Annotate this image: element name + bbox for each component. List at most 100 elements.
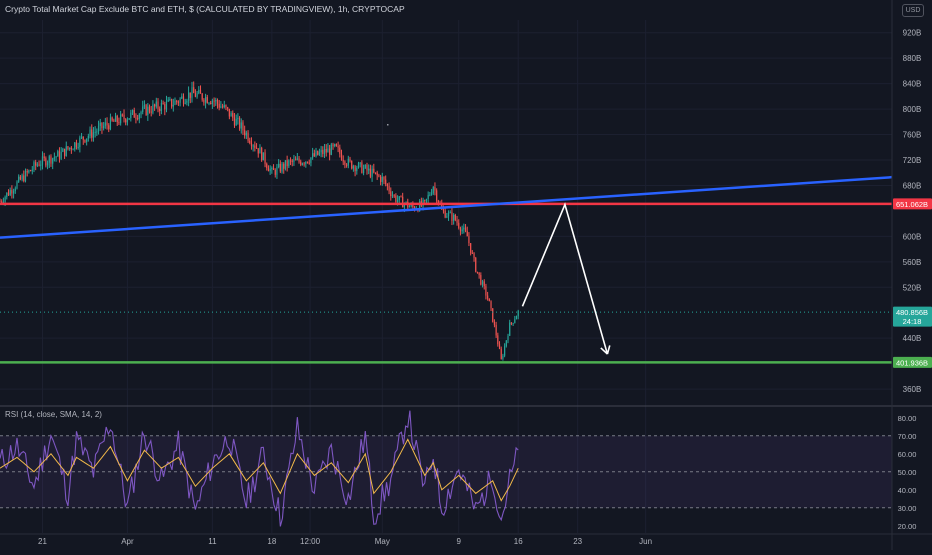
candle-body bbox=[148, 106, 151, 112]
candle-body bbox=[480, 275, 482, 285]
drawing-lines bbox=[0, 124, 893, 364]
candle-body bbox=[373, 168, 375, 173]
candle-body bbox=[362, 168, 365, 173]
candle-body bbox=[2, 202, 4, 204]
candle-body bbox=[478, 272, 480, 276]
candle-body bbox=[35, 162, 37, 166]
candle-body bbox=[325, 149, 327, 153]
candle-body bbox=[288, 160, 290, 167]
candle-body bbox=[259, 147, 261, 154]
candle-body bbox=[53, 157, 55, 159]
rsi-tick-label: 60.00 bbox=[898, 450, 917, 459]
time-tick-label: Apr bbox=[121, 537, 134, 546]
candle-body bbox=[500, 348, 502, 359]
candle-body bbox=[113, 120, 115, 122]
candle-body bbox=[368, 168, 370, 171]
candle-body bbox=[436, 190, 438, 201]
price-tick-label: 680B bbox=[903, 181, 922, 190]
candle-body bbox=[135, 117, 137, 119]
candle-body bbox=[383, 176, 385, 180]
candle-body bbox=[301, 163, 304, 165]
price-badge-label: 480.856B bbox=[896, 308, 928, 317]
candle-body bbox=[186, 100, 188, 103]
candle-body bbox=[502, 355, 504, 359]
candle-body bbox=[515, 316, 518, 320]
candle-body bbox=[65, 146, 67, 156]
time-tick-label: 16 bbox=[514, 537, 523, 546]
candle-body bbox=[169, 98, 171, 100]
candle-body bbox=[459, 227, 462, 232]
candle-body bbox=[145, 105, 147, 116]
candle-body bbox=[317, 150, 319, 155]
candle-body bbox=[456, 220, 458, 223]
candle-body bbox=[249, 140, 251, 143]
candle-body bbox=[298, 158, 300, 162]
candle-body bbox=[340, 153, 343, 160]
projection-arrow-head bbox=[606, 345, 611, 355]
price-tick-label: 880B bbox=[903, 54, 922, 63]
candle-body bbox=[77, 147, 79, 149]
price-tick-label: 920B bbox=[903, 29, 922, 38]
candle-body bbox=[252, 145, 254, 147]
candle-body bbox=[43, 156, 45, 159]
candle-body bbox=[379, 176, 382, 182]
candle-body bbox=[475, 257, 477, 272]
candle-body bbox=[395, 195, 397, 202]
candle-body bbox=[283, 163, 285, 169]
candle-body bbox=[305, 161, 307, 164]
candle-body bbox=[198, 89, 200, 94]
candle-body bbox=[514, 319, 516, 323]
candle-body bbox=[157, 101, 159, 109]
candle-body bbox=[63, 148, 66, 156]
candle-body bbox=[463, 227, 465, 230]
candle-body bbox=[208, 102, 210, 104]
candle-body bbox=[327, 148, 329, 153]
candle-body bbox=[244, 130, 246, 136]
candle-body bbox=[498, 344, 501, 349]
candle-body bbox=[293, 159, 295, 162]
candle-body bbox=[517, 310, 519, 317]
candle-body bbox=[182, 96, 185, 104]
candle-body bbox=[204, 97, 207, 103]
candle-body bbox=[390, 191, 392, 196]
candle-body bbox=[497, 335, 499, 345]
stray-dot bbox=[387, 124, 389, 126]
candle-body bbox=[193, 87, 195, 94]
candle-body bbox=[381, 176, 383, 182]
candle-body bbox=[130, 112, 132, 119]
candle-body bbox=[446, 216, 448, 218]
currency-badge[interactable]: USD bbox=[902, 4, 924, 17]
candle-body bbox=[359, 162, 361, 164]
candle-body bbox=[471, 252, 473, 254]
candle-body bbox=[67, 146, 69, 149]
time-tick-label: 23 bbox=[573, 537, 582, 546]
candle-body bbox=[361, 162, 363, 173]
price-tick-label: 520B bbox=[903, 283, 922, 292]
candle-body bbox=[230, 113, 232, 117]
candle-body bbox=[196, 93, 198, 97]
candle-body bbox=[106, 122, 108, 126]
candle-body bbox=[344, 161, 346, 165]
price-badge-countdown: 24:18 bbox=[903, 317, 922, 326]
candle-body bbox=[133, 110, 135, 118]
candle-body bbox=[120, 114, 122, 124]
candle-body bbox=[7, 192, 10, 196]
candle-body bbox=[296, 158, 298, 160]
candle-body bbox=[468, 236, 470, 244]
candle-body bbox=[84, 139, 86, 143]
candle-body bbox=[278, 163, 280, 168]
candle-body bbox=[374, 172, 377, 174]
candle-body bbox=[203, 99, 205, 103]
candle-body bbox=[181, 96, 183, 99]
candle-body bbox=[410, 204, 412, 207]
candle-body bbox=[123, 114, 125, 120]
candle-body bbox=[165, 101, 168, 110]
rsi-tick-label: 20.00 bbox=[898, 522, 917, 531]
candle-body bbox=[284, 160, 287, 169]
candle-body bbox=[187, 92, 190, 101]
candle-body bbox=[74, 142, 76, 150]
candle-body bbox=[171, 98, 173, 107]
